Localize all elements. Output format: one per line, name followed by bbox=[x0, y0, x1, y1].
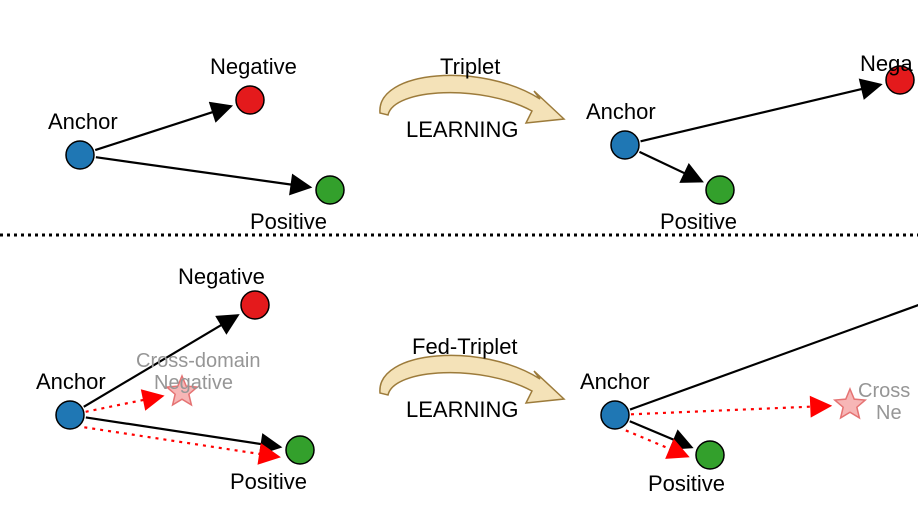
top-learning-word: LEARNING bbox=[406, 118, 518, 142]
bottom-left-anchor-label: Anchor bbox=[36, 370, 106, 394]
learning-arrow bbox=[380, 355, 564, 403]
top-left-anchor-label: Anchor bbox=[48, 110, 118, 134]
top-left-negative-label: Negative bbox=[210, 55, 297, 79]
bottom-learning-word: LEARNING bbox=[406, 398, 518, 422]
bottom-left-crossneg-label2: Negative bbox=[154, 372, 233, 394]
top-right-negative-label: Nega bbox=[860, 52, 913, 76]
bottom-left-crossneg-label1: Cross-domain bbox=[136, 350, 260, 372]
bottom-right-positive-label: Positive bbox=[648, 472, 725, 496]
bottom-left-negative-label: Negative bbox=[178, 265, 265, 289]
top-right-anchor-label: Anchor bbox=[586, 100, 656, 124]
bottom-learning-title: Fed-Triplet bbox=[412, 335, 518, 359]
bottom-right-crossneg-label2: Ne bbox=[876, 402, 902, 424]
bottom-left-positive-label: Positive bbox=[230, 470, 307, 494]
bottom-right-crossneg-label1: Cross bbox=[858, 380, 910, 402]
learning-arrow bbox=[380, 75, 564, 123]
top-right-positive-label: Positive bbox=[660, 210, 737, 234]
bottom-right-anchor-label: Anchor bbox=[580, 370, 650, 394]
top-learning-title: Triplet bbox=[440, 55, 500, 79]
top-left-positive-label: Positive bbox=[250, 210, 327, 234]
